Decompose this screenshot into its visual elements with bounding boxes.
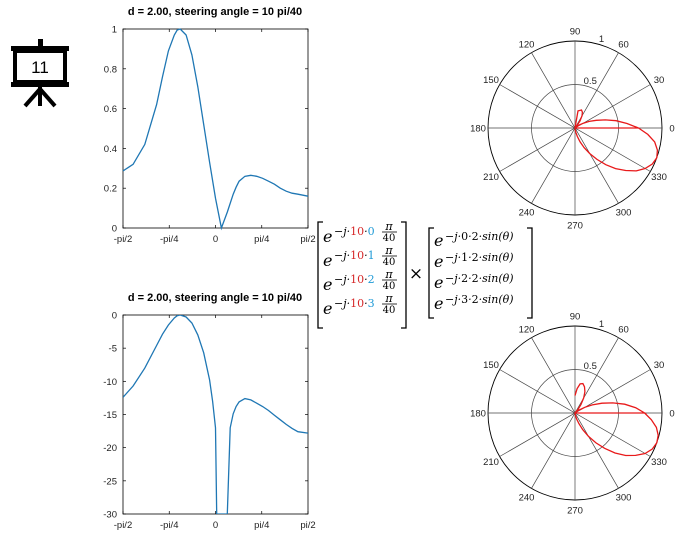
y-tick-label: 1 bbox=[112, 25, 117, 36]
chart-title: d = 2.00, steering angle = 10 pi/40 bbox=[128, 292, 302, 304]
exp-base: e bbox=[434, 273, 443, 292]
polar-angle-label: 60 bbox=[618, 39, 629, 50]
polar-radial-label: 0.5 bbox=[584, 361, 597, 372]
polar-angle-label: 270 bbox=[567, 221, 583, 232]
y-tick-label: 0.4 bbox=[104, 144, 117, 155]
y-tick-label: 0 bbox=[112, 311, 117, 322]
series-line bbox=[123, 315, 308, 514]
plot-area bbox=[122, 314, 309, 515]
y-tick-label: -15 bbox=[103, 410, 117, 421]
polar-angle-label: 120 bbox=[519, 324, 535, 335]
series-line bbox=[122, 28, 309, 231]
polar-angle-label: 180 bbox=[470, 409, 486, 420]
x-tick-label: pi/4 bbox=[254, 234, 269, 245]
exp-base: e bbox=[323, 227, 332, 246]
fraction-numerator: π bbox=[384, 268, 393, 281]
polar-angle-label: 240 bbox=[519, 208, 535, 219]
y-tick-label: -30 bbox=[103, 510, 117, 521]
polar-angle-label: 90 bbox=[570, 312, 581, 323]
x-tick-label: -pi/4 bbox=[160, 520, 178, 531]
x-tick-label: -pi/4 bbox=[160, 234, 178, 245]
array-factor-chart-linear: d = 2.00, steering angle = 10 pi/40 -pi/… bbox=[104, 6, 316, 245]
fraction-denominator: 40 bbox=[383, 281, 396, 292]
x-tick-label: pi/2 bbox=[300, 520, 315, 531]
exp-power: −j·10·3 bbox=[334, 297, 375, 310]
y-tick-label: -25 bbox=[103, 476, 117, 487]
polar-radial-label: 1 bbox=[599, 319, 604, 330]
matrix-bracket-right bbox=[401, 221, 407, 329]
exp-base: e bbox=[323, 299, 332, 318]
fraction-numerator: π bbox=[384, 220, 393, 233]
fraction-denominator: 40 bbox=[383, 233, 396, 244]
y-tick-label: -5 bbox=[109, 344, 117, 355]
y-tick-label: 0 bbox=[112, 224, 117, 235]
matrix-bracket-right bbox=[527, 227, 533, 319]
polar-radial-label: 1 bbox=[599, 34, 604, 45]
x-tick-label: pi/4 bbox=[254, 520, 269, 531]
multiply-sign: × bbox=[409, 264, 423, 284]
polar-angle-label: 30 bbox=[654, 75, 665, 86]
x-tick-label: 0 bbox=[213, 520, 218, 531]
fraction-numerator: π bbox=[384, 292, 393, 305]
exp-base: e bbox=[323, 275, 332, 294]
polar-angle-label: 210 bbox=[483, 172, 499, 183]
exp-power: −j·1·2·sin(θ) bbox=[445, 251, 514, 264]
exp-base: e bbox=[434, 231, 443, 250]
exp-power: −j·3·2·sin(θ) bbox=[445, 293, 514, 306]
polar-angle-label: 0 bbox=[669, 124, 674, 135]
polar-angle-label: 30 bbox=[654, 360, 665, 371]
x-tick-label: 0 bbox=[213, 234, 218, 245]
polar-angle-label: 120 bbox=[519, 39, 535, 50]
polar-angle-label: 300 bbox=[616, 493, 632, 504]
exp-power: −j·10·2 bbox=[334, 273, 375, 286]
y-tick-label: -20 bbox=[103, 443, 117, 454]
x-tick-label: -pi/2 bbox=[114, 520, 132, 531]
exp-base: e bbox=[323, 251, 332, 270]
fraction-denominator: 40 bbox=[383, 305, 396, 316]
matrix-bracket-left bbox=[428, 227, 434, 319]
polar-angle-label: 0 bbox=[669, 409, 674, 420]
polar-angle-label: 150 bbox=[483, 75, 499, 86]
fraction-denominator: 40 bbox=[383, 257, 396, 268]
array-factor-chart-db: d = 2.00, steering angle = 10 pi/40 -pi/… bbox=[103, 292, 315, 531]
polar-pattern-line bbox=[574, 109, 659, 172]
exp-power: −j·10·0 bbox=[334, 225, 375, 238]
polar-radial-label: 0.5 bbox=[584, 76, 597, 87]
y-tick-label: 0.8 bbox=[104, 64, 117, 75]
polar-pattern-line bbox=[574, 382, 659, 457]
polar-angle-label: 240 bbox=[519, 493, 535, 504]
x-tick-label: pi/2 bbox=[300, 234, 315, 245]
chart-title: d = 2.00, steering angle = 10 pi/40 bbox=[128, 6, 302, 18]
matrix-bracket-left bbox=[317, 221, 323, 329]
fraction-numerator: π bbox=[384, 244, 393, 257]
axis-ticks: -pi/2 -pi/4 0 pi/4 pi/2 0 0.2 0.4 0.6 0.8 1 bbox=[104, 25, 316, 246]
polar-angle-label: 180 bbox=[470, 124, 486, 135]
exp-base: e bbox=[434, 252, 443, 271]
polar-angle-label: 90 bbox=[570, 27, 581, 38]
exp-power: −j·10·1 bbox=[334, 249, 375, 262]
exp-power: −j·2·2·sin(θ) bbox=[445, 272, 514, 285]
exp-base: e bbox=[434, 294, 443, 313]
axis-ticks: -pi/2 -pi/4 0 pi/4 pi/2 -30 -25 -20 -15 -10 -5 0 bbox=[103, 311, 315, 532]
polar-angle-label: 300 bbox=[616, 208, 632, 219]
polar-angle-label: 330 bbox=[651, 457, 667, 468]
polar-angle-label: 270 bbox=[567, 506, 583, 517]
exp-power: −j·0·2·sin(θ) bbox=[445, 230, 514, 243]
slide-number: 11 bbox=[31, 58, 49, 77]
polar-angle-label: 150 bbox=[483, 360, 499, 371]
x-tick-label: -pi/2 bbox=[114, 234, 132, 245]
y-tick-label: -10 bbox=[103, 377, 117, 388]
presentation-board-icon: 11 bbox=[11, 39, 69, 108]
polar-angle-label: 330 bbox=[651, 172, 667, 183]
y-tick-label: 0.6 bbox=[104, 104, 117, 115]
polar-angle-label: 210 bbox=[483, 457, 499, 468]
y-tick-label: 0.2 bbox=[104, 184, 117, 195]
polar-angle-label: 60 bbox=[618, 324, 629, 335]
